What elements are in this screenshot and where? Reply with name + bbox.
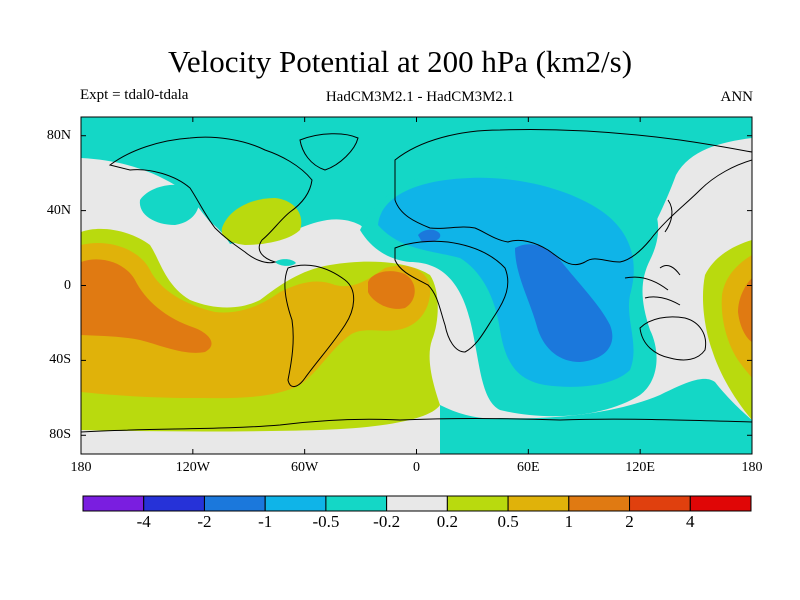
contour-pos-0.2-namerica <box>221 198 302 245</box>
axis-ticks <box>80 117 753 454</box>
colorbar-swatch <box>325 495 388 512</box>
colorbar-swatch <box>446 495 509 512</box>
colorbar-label: 0.2 <box>436 512 458 531</box>
colorbar-swatch <box>82 495 145 512</box>
colorbar-swatch <box>386 495 448 512</box>
coastlines <box>81 129 752 433</box>
colorbar-label: -0.2 <box>373 512 401 531</box>
x-tick-label: 180 <box>70 460 92 475</box>
contour-neg-1-small <box>418 229 441 243</box>
colorbar-swatch <box>507 495 570 512</box>
colorbar <box>82 495 752 512</box>
contour-pos-1-wpacific <box>738 278 752 342</box>
colorbar-label: 2 <box>625 512 634 531</box>
colorbar-swatch <box>203 495 266 512</box>
colorbar-swatch <box>264 495 327 512</box>
colorbar-label: -2 <box>197 512 212 531</box>
contour-pos-1-pacific <box>81 259 212 353</box>
season-label: ANN <box>720 89 754 105</box>
y-tick-label: 0 <box>64 277 71 293</box>
experiment-label: Expt = tdal0-tdala <box>80 87 189 103</box>
contour-neg-0.2-south <box>440 378 752 454</box>
contour-pos-1-atlantic <box>368 271 415 309</box>
contour-neg-0.2-caribbean <box>275 259 296 266</box>
colorbar-label: 4 <box>686 512 695 531</box>
colorbar-label: -4 <box>136 512 151 531</box>
colorbar-swatch <box>629 495 691 512</box>
contour-pos-0.5 <box>81 242 431 399</box>
y-tick-label: 80N <box>46 127 71 143</box>
y-tick-label: 40S <box>49 352 71 368</box>
contour-pos-0.5-wpacific <box>721 255 752 378</box>
x-tick-label: 120W <box>175 460 210 475</box>
colorbar-label: 0.5 <box>497 512 519 531</box>
models-label: HadCM3M2.1 - HadCM3M2.1 <box>325 89 515 105</box>
x-tick-label: 0 <box>413 460 420 475</box>
x-tick-label: 60E <box>517 460 540 475</box>
colorbar-label: -1 <box>258 512 273 531</box>
colorbar-swatch <box>689 495 752 512</box>
y-tick-label: 40N <box>46 202 71 218</box>
contour-neg-0.2-npacific <box>139 184 199 225</box>
plot-title: Velocity Potential at 200 hPa (km2/s) <box>167 44 633 79</box>
colorbar-swatch <box>143 495 205 512</box>
y-tick-label: 80S <box>49 427 71 443</box>
x-tick-label: 180 <box>741 460 763 475</box>
x-tick-label: 120E <box>625 460 655 475</box>
contour-fields <box>81 117 752 454</box>
colorbar-label: 1 <box>564 512 574 531</box>
colorbar-swatch <box>568 495 631 512</box>
colorbar-label: -0.5 <box>312 512 340 531</box>
contour-neg-1 <box>515 244 613 362</box>
x-tick-label: 60W <box>291 460 319 475</box>
